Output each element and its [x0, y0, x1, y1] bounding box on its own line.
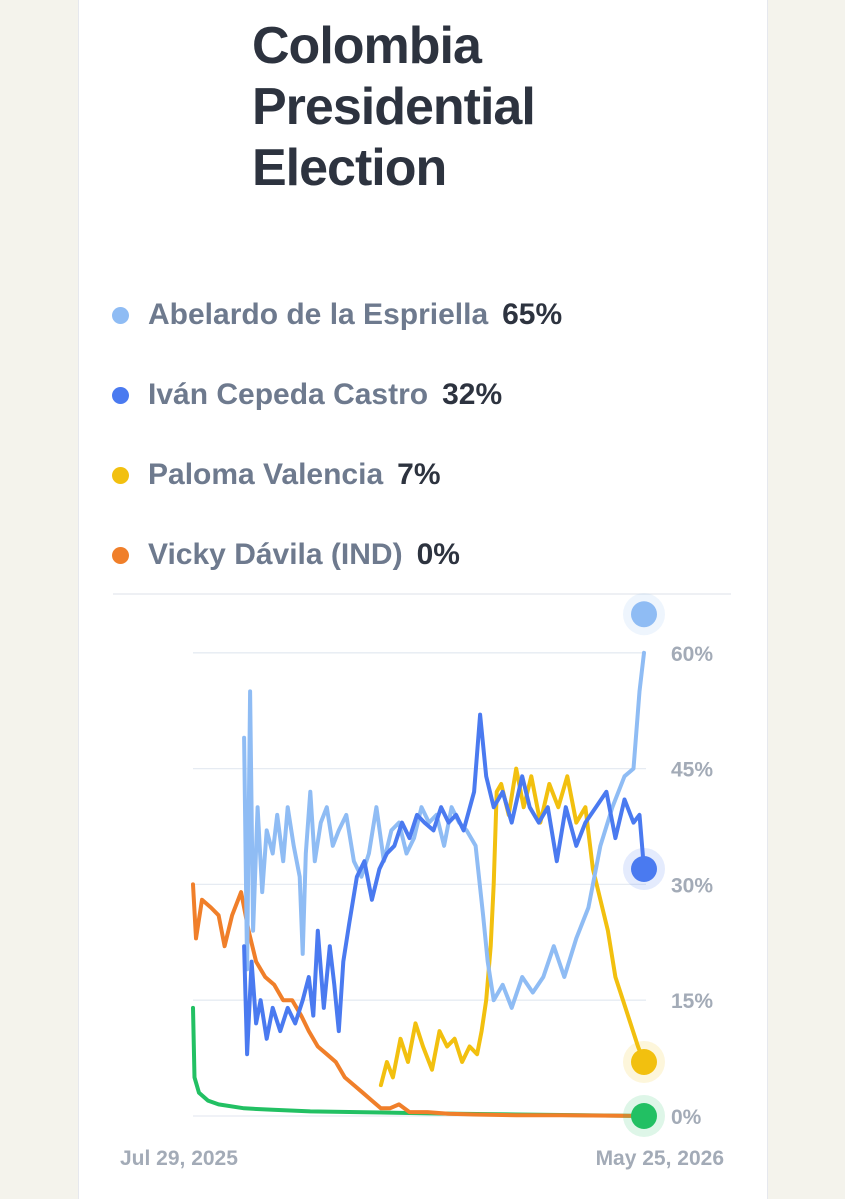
series-line: [242, 650, 646, 1010]
y-tick-label: 60%: [671, 643, 713, 666]
end-marker: [631, 1103, 657, 1129]
x-tick-label: Jul 29, 2025: [120, 1147, 238, 1170]
y-tick-label: 45%: [671, 759, 713, 782]
legend-dot: [112, 306, 129, 324]
legend-item-espriella[interactable]: Abelardo de la Espriella 65%: [112, 275, 562, 355]
end-marker: [631, 1048, 657, 1075]
end-marker: [631, 855, 657, 882]
legend-value: 0%: [416, 538, 460, 571]
legend-value: 65%: [502, 298, 563, 331]
page-title: Colombia Presidential Election: [252, 17, 536, 197]
series-line: [191, 882, 646, 1118]
series-line: [191, 1005, 646, 1118]
y-tick-label: 30%: [671, 874, 713, 897]
legend-item-davila[interactable]: Vicky Dávila (IND) 0%: [112, 515, 562, 595]
series-line: [378, 766, 646, 1088]
legend-dot: [112, 546, 129, 564]
legend-item-valencia[interactable]: Paloma Valencia 7%: [112, 435, 562, 515]
card: [78, 0, 768, 1199]
end-marker: [631, 601, 657, 628]
legend-name: Iván Cepeda Castro: [148, 378, 429, 411]
legend-dot: [112, 386, 129, 404]
legend-dot: [112, 466, 129, 484]
y-tick-label: 0%: [671, 1106, 702, 1129]
y-tick-label: 15%: [671, 990, 713, 1013]
legend-value: 32%: [442, 378, 503, 411]
series-line: [242, 712, 646, 1057]
legend-name: Abelardo de la Espriella: [148, 298, 489, 331]
legend-item-cepeda[interactable]: Iván Cepeda Castro 32%: [112, 355, 562, 435]
x-tick-label: May 25, 2026: [596, 1147, 724, 1170]
legend-name: Paloma Valencia: [148, 458, 384, 491]
legend-name: Vicky Dávila (IND): [148, 538, 403, 571]
legend: Abelardo de la Espriella 65% Iván Cepeda…: [112, 275, 562, 595]
legend-value: 7%: [397, 458, 441, 491]
